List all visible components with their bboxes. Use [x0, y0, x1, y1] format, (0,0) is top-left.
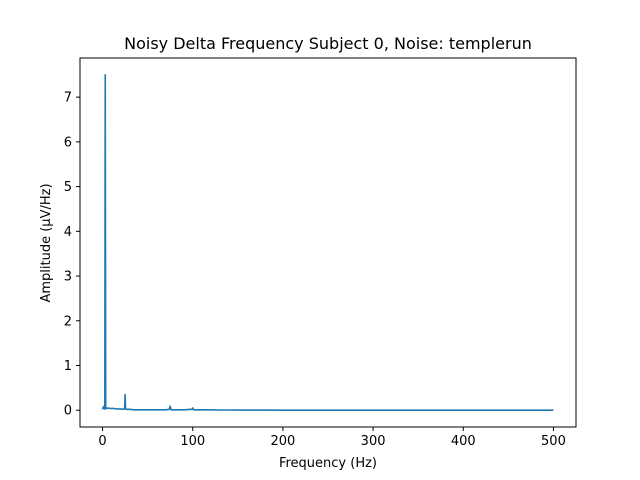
chart-title: Noisy Delta Frequency Subject 0, Noise: … [124, 34, 532, 53]
x-axis-ticks: 0 100 200 300 400 500 [98, 427, 566, 449]
x-tick-label: 500 [541, 434, 566, 449]
x-tick-label: 100 [180, 434, 205, 449]
x-tick-label: 400 [451, 434, 476, 449]
y-tick-label: 4 [64, 225, 72, 240]
x-tick-label: 0 [98, 434, 106, 449]
y-tick-label: 0 [64, 404, 72, 419]
y-axis-ticks: 0 1 2 3 4 5 6 7 [64, 91, 80, 419]
x-tick-label: 300 [361, 434, 386, 449]
y-tick-label: 3 [64, 270, 72, 285]
y-tick-label: 2 [64, 314, 72, 329]
y-axis-label: Amplitude (μV/Hz) [39, 183, 54, 302]
plot-area [101, 73, 554, 411]
x-tick-label: 200 [270, 434, 295, 449]
y-tick-label: 6 [64, 135, 72, 150]
axes-frame [79, 57, 577, 428]
x-axis-label: Frequency (Hz) [279, 456, 377, 471]
y-tick-label: 5 [64, 180, 72, 195]
series-line-0 [101, 73, 554, 411]
y-tick-label: 1 [64, 359, 72, 374]
y-tick-label: 7 [64, 91, 72, 106]
